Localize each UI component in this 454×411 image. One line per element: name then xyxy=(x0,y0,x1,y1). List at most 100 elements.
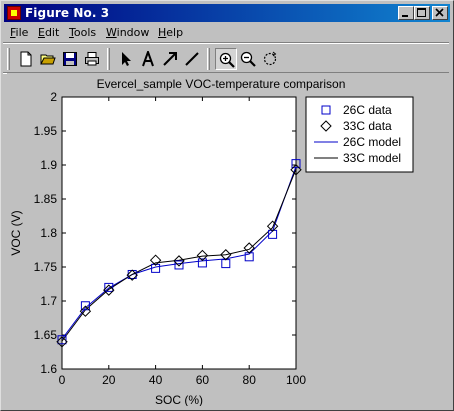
save-icon xyxy=(63,52,77,66)
rotate-icon xyxy=(263,51,277,66)
toolbar-separator xyxy=(107,48,110,70)
rotate-3d-button[interactable] xyxy=(259,48,281,70)
menu-help-label: elp xyxy=(166,26,184,39)
insert-text-button[interactable] xyxy=(137,48,159,70)
menu-edit-label: dit xyxy=(44,26,60,39)
x-tick-label: 0 xyxy=(59,373,66,387)
menu-bar: File Edit Tools Window Help xyxy=(5,24,445,42)
legend-box xyxy=(305,96,414,173)
open-folder-icon xyxy=(40,54,56,65)
y-tick-label: 1.75 xyxy=(34,260,58,274)
menu-separator xyxy=(3,42,449,44)
data-point-33c-data xyxy=(266,220,279,232)
insert-line-button[interactable] xyxy=(181,48,203,70)
menu-window-label: indow xyxy=(116,26,150,39)
data-point-26c-data xyxy=(291,159,301,169)
legend-label: 33C data xyxy=(343,119,392,133)
data-point-33c-data xyxy=(290,164,302,176)
maximize-button[interactable] xyxy=(414,6,430,20)
figure-canvas[interactable]: Evercel_sample VOC-temperature compariso… xyxy=(7,73,449,407)
menu-tools-label: ools xyxy=(73,26,97,39)
legend-marker xyxy=(320,120,332,132)
close-button[interactable] xyxy=(432,6,448,20)
minimize-icon xyxy=(402,15,408,17)
chart-title: Evercel_sample VOC-temperature compariso… xyxy=(97,77,346,91)
data-point-33c-data xyxy=(196,249,209,262)
data-point-33c-data xyxy=(149,254,162,266)
y-tick-label: 1.8 xyxy=(40,226,57,240)
axis-ticks: 0 20 40 60 80 100 1.6 1.65 1.7 1.75 1.8 1.85 1.9 1.95… xyxy=(34,90,307,387)
minimize-button[interactable] xyxy=(398,6,414,20)
open-file-button[interactable] xyxy=(37,48,59,70)
menu-file-label: ile xyxy=(15,26,29,39)
menu-edit-accel: E xyxy=(38,26,45,39)
data-point-26c-data xyxy=(174,260,184,270)
x-tick-label: 20 xyxy=(102,373,116,387)
legend-label: 26C model xyxy=(343,135,401,149)
y-tick-label: 1.85 xyxy=(34,192,58,206)
zoom-out-button[interactable] xyxy=(237,48,259,70)
title-bar[interactable]: Figure No. 3 xyxy=(4,4,450,22)
close-icon xyxy=(435,8,444,17)
data-point-26c-data xyxy=(268,229,278,239)
window-title: Figure No. 3 xyxy=(25,6,110,20)
y-tick-label: 1.6 xyxy=(40,362,57,376)
series-line-33c-model xyxy=(61,168,297,342)
matlab-app-icon[interactable] xyxy=(7,6,21,20)
menu-file-accel: F xyxy=(10,26,16,39)
save-button[interactable] xyxy=(59,48,81,70)
data-point-33c-data xyxy=(243,242,255,254)
print-icon xyxy=(85,52,99,66)
x-tick-label: 80 xyxy=(243,373,257,387)
menu-help[interactable]: Help xyxy=(158,26,183,39)
y-tick-label: 2 xyxy=(50,90,57,104)
edit-plot-button[interactable] xyxy=(115,48,137,70)
data-point-33c-data xyxy=(220,249,232,261)
y-tick-label: 1.95 xyxy=(34,124,58,138)
toolbar-separator-2 xyxy=(207,48,210,70)
menu-help-accel: H xyxy=(158,26,167,39)
y-tick-label: 1.9 xyxy=(40,158,57,172)
x-tick-label: 40 xyxy=(149,373,163,387)
data-point-26c-data xyxy=(151,263,161,273)
line-tool-icon xyxy=(185,52,199,66)
series-layer xyxy=(56,159,302,348)
plot-area[interactable] xyxy=(61,96,297,370)
menu-tools[interactable]: Tools xyxy=(69,26,96,39)
menu-edit[interactable]: Edit xyxy=(38,26,59,39)
data-point-26c-data xyxy=(80,301,90,311)
data-point-33c-data xyxy=(126,269,138,281)
insert-arrow-button[interactable] xyxy=(159,48,181,70)
chart-svg: Evercel_sample VOC-temperature compariso… xyxy=(9,77,414,407)
menu-window[interactable]: Window xyxy=(106,26,149,39)
menu-file[interactable]: File xyxy=(10,26,28,39)
print-button[interactable] xyxy=(81,48,103,70)
zoom-in-icon xyxy=(219,52,235,68)
legend-marker xyxy=(321,105,331,115)
toolbar xyxy=(5,45,445,73)
zoom-in-button[interactable] xyxy=(215,48,237,70)
x-tick-label: 60 xyxy=(196,373,210,387)
legend[interactable]: 26C data 33C data 26C model 33C model xyxy=(305,96,414,173)
x-tick-label: 100 xyxy=(286,373,306,387)
data-point-26c-data xyxy=(57,335,67,345)
legend-label: 33C model xyxy=(343,151,401,165)
new-file-icon xyxy=(20,51,32,67)
menu-tools-accel: T xyxy=(69,26,74,39)
zoom-out-icon xyxy=(240,51,256,67)
y-axis-label: VOC (V) xyxy=(9,210,23,255)
text-tool-icon xyxy=(142,51,154,67)
toolbar-grip[interactable] xyxy=(7,48,10,70)
legend-label: 26C data xyxy=(343,103,392,117)
maximize-icon xyxy=(417,8,426,17)
y-tick-label: 1.65 xyxy=(34,328,58,342)
series-line-26c-model xyxy=(61,166,297,340)
data-point-26c-data xyxy=(197,258,207,268)
new-figure-button[interactable] xyxy=(15,48,37,70)
pointer-arrow-icon xyxy=(122,52,131,66)
data-point-26c-data xyxy=(104,282,114,292)
data-point-33c-data xyxy=(56,336,68,348)
arrow-tool-icon xyxy=(163,52,177,66)
data-point-33c-data xyxy=(173,255,185,267)
